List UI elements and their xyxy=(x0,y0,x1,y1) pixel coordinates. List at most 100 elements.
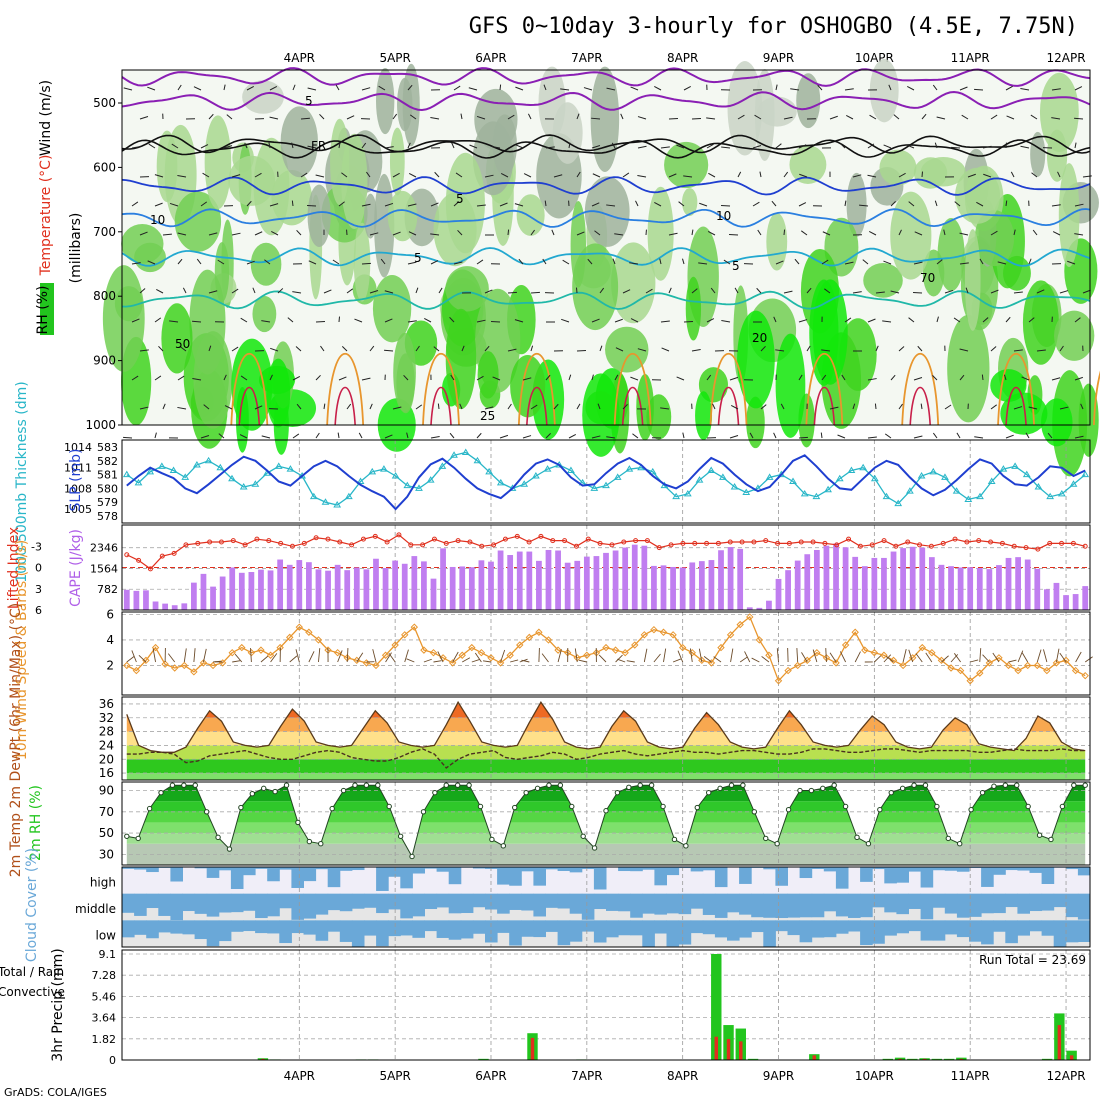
cloud-bar xyxy=(714,893,728,918)
cape-bar xyxy=(670,566,676,610)
thickness-point xyxy=(403,481,412,489)
rh-point xyxy=(318,841,324,847)
cloud-bar xyxy=(1005,867,1018,871)
thickness-point xyxy=(730,483,739,490)
cloud-bar xyxy=(848,920,861,932)
cloud-bar xyxy=(230,893,244,913)
cape-bar xyxy=(143,590,149,610)
wind-barb xyxy=(913,435,923,439)
wind-barb xyxy=(683,175,693,178)
wind-barb xyxy=(131,201,139,207)
wind-barb xyxy=(806,287,812,294)
wind-barb xyxy=(1074,203,1084,207)
cloud-bar xyxy=(799,893,813,918)
cloud-bar xyxy=(400,920,413,936)
thickness-point xyxy=(122,470,131,478)
wind-barb xyxy=(277,288,284,294)
rh-shade xyxy=(681,188,698,217)
wind-barb xyxy=(335,84,340,91)
wind-barb xyxy=(729,435,739,439)
cloud-bar xyxy=(993,893,1006,914)
cape-bar xyxy=(1043,589,1050,610)
wind-barb xyxy=(361,142,367,149)
cloud-bar xyxy=(339,867,353,871)
wind-barb xyxy=(453,85,461,91)
thickness-point xyxy=(438,462,447,469)
surface-wind-barb xyxy=(915,653,923,663)
cape-bar xyxy=(737,548,744,610)
wind-barb xyxy=(990,346,997,352)
wind-speed-point xyxy=(956,666,965,675)
cloud-bar xyxy=(400,867,413,889)
wind-barb xyxy=(729,233,739,236)
wind-barb xyxy=(898,229,902,236)
cape-bar xyxy=(660,565,667,610)
wind-barb xyxy=(358,432,363,439)
cape-bar xyxy=(430,578,437,610)
cloud-bar xyxy=(436,867,450,872)
thickness-point xyxy=(356,477,365,484)
cloud-bar xyxy=(291,867,304,888)
rh-shade xyxy=(445,266,489,312)
rh-shade xyxy=(204,115,232,210)
wind-barb xyxy=(721,320,731,323)
wind-speed-point xyxy=(621,648,629,657)
cloud-bar xyxy=(243,867,256,876)
thickness-point xyxy=(344,492,353,500)
thickness-tick: 581 xyxy=(97,469,118,482)
surface-wind-barb xyxy=(713,656,722,663)
temp-tick: 24 xyxy=(99,738,114,752)
rh-point xyxy=(671,836,678,843)
cloud-bar xyxy=(751,893,764,918)
wind-speed-point xyxy=(487,654,495,662)
surface-wind-barb xyxy=(462,657,471,663)
wind-speed-point xyxy=(717,643,725,652)
rh-shade xyxy=(1041,398,1073,447)
wind-speed-point xyxy=(640,631,649,639)
cloud-bar xyxy=(182,920,196,935)
wind-barb xyxy=(959,262,969,265)
thickness-point xyxy=(695,476,704,483)
wind-barb xyxy=(936,116,946,120)
cloud-bar xyxy=(884,867,897,884)
cape-bar xyxy=(191,582,197,610)
thickness-point xyxy=(380,465,388,472)
rh-point xyxy=(261,785,267,792)
cloud-bar xyxy=(1041,920,1055,936)
wind-barb xyxy=(231,288,239,294)
wind-barb xyxy=(1030,114,1038,120)
cloud-bar xyxy=(775,893,788,919)
lifted-index-point xyxy=(301,540,307,546)
cape-bar xyxy=(516,551,523,610)
rh-point xyxy=(945,835,951,842)
contour-label: 5 xyxy=(305,94,313,108)
cloud-bar xyxy=(606,920,619,938)
rh-point xyxy=(774,841,780,847)
wind-barb xyxy=(775,260,784,265)
rh-band xyxy=(126,790,1086,802)
lifted-index-point xyxy=(846,536,852,542)
wind-speed-point xyxy=(477,648,486,657)
rh-shade xyxy=(516,194,545,236)
lifted-index-point xyxy=(928,543,934,549)
wind-barb xyxy=(961,114,969,120)
wind-barb xyxy=(844,200,847,207)
wind-barb xyxy=(530,345,534,352)
wind-speed-point xyxy=(391,641,399,649)
cloud-bar xyxy=(1029,920,1043,932)
wind-barb xyxy=(660,407,670,410)
rh-point xyxy=(1036,832,1043,838)
wind-barb xyxy=(154,202,163,207)
wind-speed-point xyxy=(333,648,342,657)
wind-barb xyxy=(982,317,989,323)
wind-barb xyxy=(450,374,455,381)
cloud-bar xyxy=(654,867,667,886)
wind-barb xyxy=(691,117,701,120)
wind-barb xyxy=(874,403,877,410)
surface-wind-barb xyxy=(941,655,949,663)
wind-speed-point xyxy=(1043,666,1051,675)
wind-barb xyxy=(270,347,279,352)
rh-shade xyxy=(102,265,145,372)
rh-shade xyxy=(695,391,713,440)
